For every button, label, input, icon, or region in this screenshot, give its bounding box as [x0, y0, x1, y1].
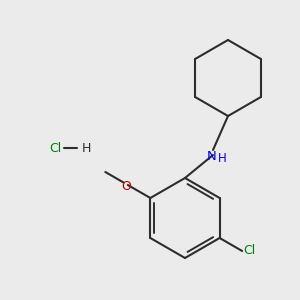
Text: H: H: [81, 142, 91, 154]
Text: O: O: [121, 179, 131, 193]
Text: Cl: Cl: [49, 142, 61, 154]
Text: Cl: Cl: [243, 244, 255, 257]
Text: N: N: [207, 149, 217, 163]
Text: H: H: [218, 152, 226, 166]
